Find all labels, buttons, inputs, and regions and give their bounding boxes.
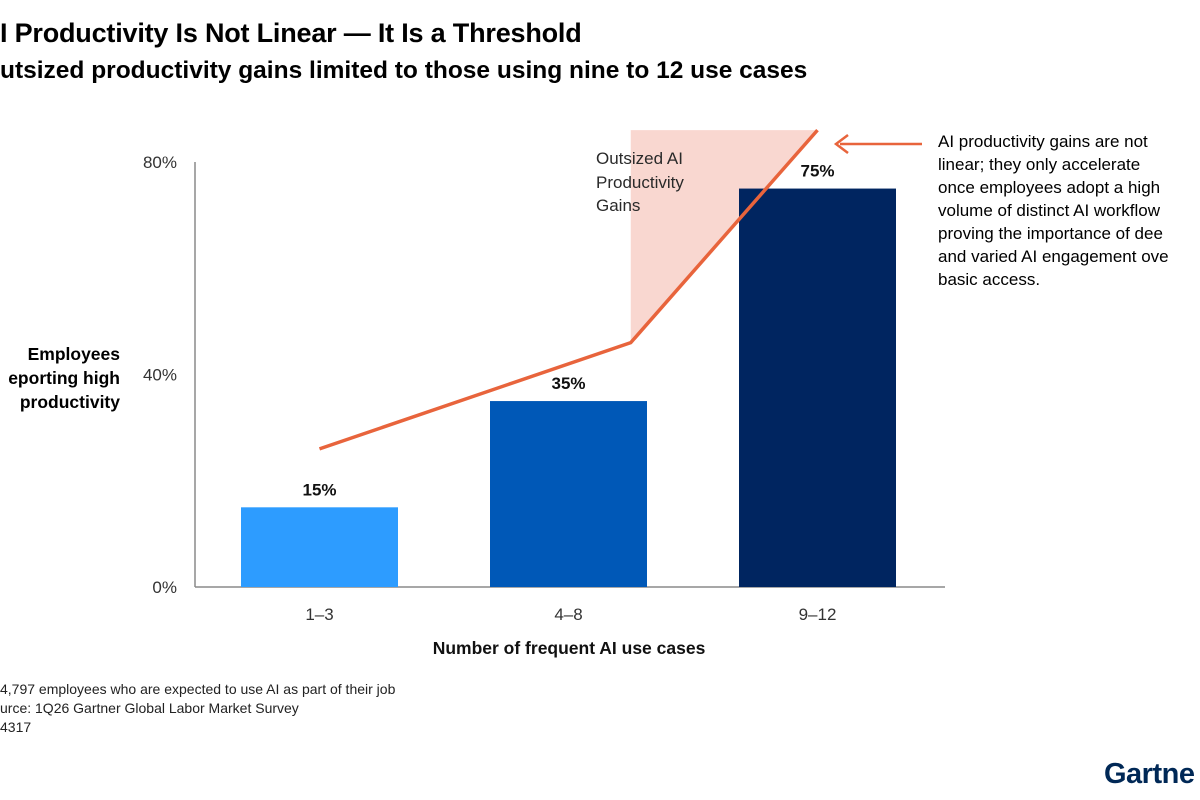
footnote-source: urce: 1Q26 Gartner Global Labor Market S… (0, 700, 299, 716)
bar (490, 401, 647, 587)
y-axis-label-line: eporting high (8, 368, 120, 388)
bar-value-label: 15% (302, 480, 336, 499)
annotation-line: once employees adopt a high (938, 178, 1161, 197)
y-tick-label: 80% (143, 153, 177, 172)
x-tick-label: 1–3 (305, 605, 333, 624)
y-axis-label: Employees eporting high productivity (8, 342, 120, 414)
chart-title: I Productivity Is Not Linear — It Is a T… (0, 18, 582, 48)
annotation-text: AI productivity gains are not linear; th… (938, 130, 1169, 291)
x-axis-title: Number of frequent AI use cases (433, 638, 706, 658)
bars-layer: 15% 35% 75% (241, 162, 896, 587)
annotation-line: linear; they only accelerate (938, 155, 1141, 174)
bar (739, 188, 896, 587)
annotation-arrow-head (833, 134, 849, 154)
bar-value-label: 35% (551, 374, 585, 393)
footnote-id: 4317 (0, 719, 32, 735)
trend-layer (318, 128, 819, 451)
shaded-region-label-line: Outsized AI (596, 149, 683, 168)
annotation-line: volume of distinct AI workflow (938, 201, 1161, 220)
chart-subtitle: utsized productivity gains limited to th… (0, 57, 808, 84)
y-tick-label: 40% (143, 366, 177, 385)
gartner-logo: Gartne (1104, 758, 1195, 790)
bar (241, 507, 398, 587)
shaded-region-label-line: Productivity (596, 172, 684, 192)
annotation-arrow-layer (833, 134, 922, 154)
trend-line (318, 128, 819, 451)
shaded-region-label: Outsized AI Productivity Gains (596, 147, 684, 218)
x-tick-label: 4–8 (554, 605, 582, 624)
annotation-line: and varied AI engagement ove (938, 247, 1169, 266)
annotation-line: AI productivity gains are not (938, 132, 1148, 151)
footnote-base: 4,797 employees who are expected to use … (0, 681, 396, 697)
footnotes: 4,797 employees who are expected to use … (0, 680, 395, 737)
annotation-line: basic access. (938, 270, 1041, 289)
bar-value-label: 75% (800, 162, 834, 181)
y-tick-label: 0% (152, 578, 177, 597)
y-axis-label-line: productivity (19, 392, 120, 412)
annotation-line: proving the importance of dee (938, 224, 1163, 243)
shaded-region-label-line: Gains (596, 196, 641, 215)
y-axis-label-line: Employees (27, 344, 120, 364)
x-tick-label: 9–12 (799, 605, 837, 624)
